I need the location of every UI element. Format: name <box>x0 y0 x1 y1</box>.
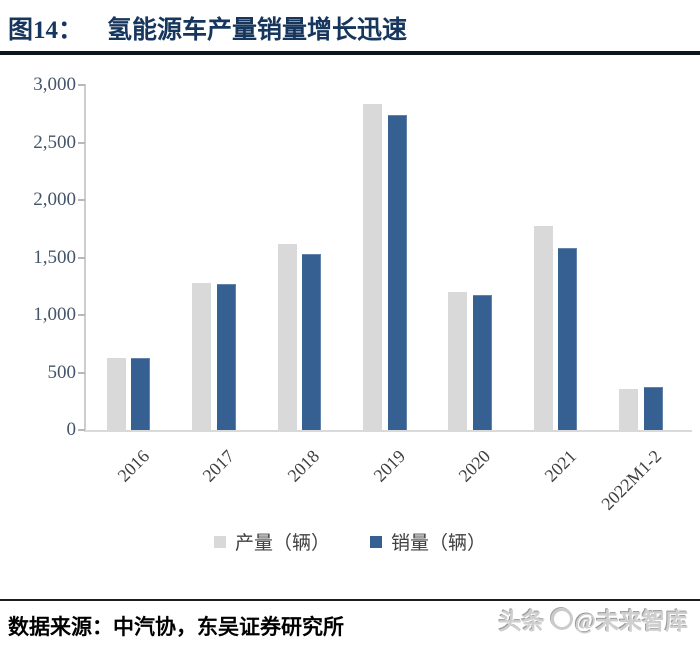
y-axis-tick <box>78 371 85 374</box>
bar-production-2017 <box>192 283 212 430</box>
bar-production-2021 <box>533 226 553 430</box>
bar-sales-2020 <box>472 295 492 430</box>
x-axis-label-2018: 2018 <box>283 446 324 486</box>
bar-production-2016 <box>106 358 126 430</box>
y-axis-tick <box>78 314 85 316</box>
legend-swatch-production <box>213 535 226 548</box>
bar-production-2022M1-2 <box>619 389 639 430</box>
bar-sales-2021 <box>558 248 578 430</box>
y-tick-label: 1,500 <box>33 246 76 268</box>
footer-divider-rule <box>0 599 700 601</box>
y-tick-label: 2,500 <box>33 131 76 153</box>
data-source-text: 数据来源：中汽协，东吴证券研究所 <box>8 615 344 639</box>
bar-sales-2019 <box>387 115 407 430</box>
figure-number-label: 图14： <box>8 17 84 44</box>
legend-label-sales: 销量（辆） <box>391 533 487 554</box>
legend-swatch-sales <box>370 535 382 548</box>
figure-title: 图14： 氢能源车产量销量增长迅速 <box>8 10 698 46</box>
watermark-suffix: @未来智库 <box>574 609 688 634</box>
y-axis-tick <box>78 256 85 259</box>
x-axis-label-2020: 2020 <box>454 446 495 486</box>
bar-production-2020 <box>448 292 468 430</box>
y-tick-label: 500 <box>47 361 77 383</box>
y-axis-tick <box>78 429 85 431</box>
bar-sales-2017 <box>216 284 236 430</box>
figure-title-text: 氢能源车产量销量增长迅速 <box>107 17 408 44</box>
bar-production-2018 <box>277 244 297 430</box>
x-axis-label-2016: 2016 <box>113 446 153 486</box>
x-axis-label-2021: 2021 <box>540 446 580 486</box>
x-axis-label-2019: 2019 <box>369 446 409 486</box>
x-axis-label-2017: 2017 <box>198 446 239 486</box>
bar-sales-2022M1-2 <box>643 387 663 430</box>
bar-production-2019 <box>363 104 382 430</box>
y-tick-label: 0 <box>66 419 77 440</box>
legend-item-production: 产量（辆） <box>213 528 330 555</box>
y-axis-tick <box>78 141 85 144</box>
watermark-logo-icon <box>550 608 573 630</box>
toutiao-watermark: 头条 @未来智库 <box>499 604 688 634</box>
y-tick-label: 2,000 <box>33 189 76 210</box>
chart-legend: 产量（辆） 销量（辆） <box>0 528 700 555</box>
y-tick-label: 3,000 <box>33 74 76 95</box>
title-divider-rule <box>0 51 700 55</box>
legend-label-production: 产量（辆） <box>234 533 330 554</box>
y-tick-label: 1,000 <box>33 304 76 325</box>
bar-sales-2016 <box>131 358 151 430</box>
legend-item-sales: 销量（辆） <box>370 528 486 555</box>
x-axis-label-2022M1-2: 2022M1-2 <box>597 446 666 514</box>
y-axis-tick <box>78 199 85 201</box>
x-axis-baseline <box>84 430 692 432</box>
watermark-prefix: 头条 <box>498 609 545 634</box>
y-axis-line <box>84 84 86 432</box>
y-axis-tick <box>78 84 85 86</box>
bar-sales-2018 <box>302 254 322 430</box>
